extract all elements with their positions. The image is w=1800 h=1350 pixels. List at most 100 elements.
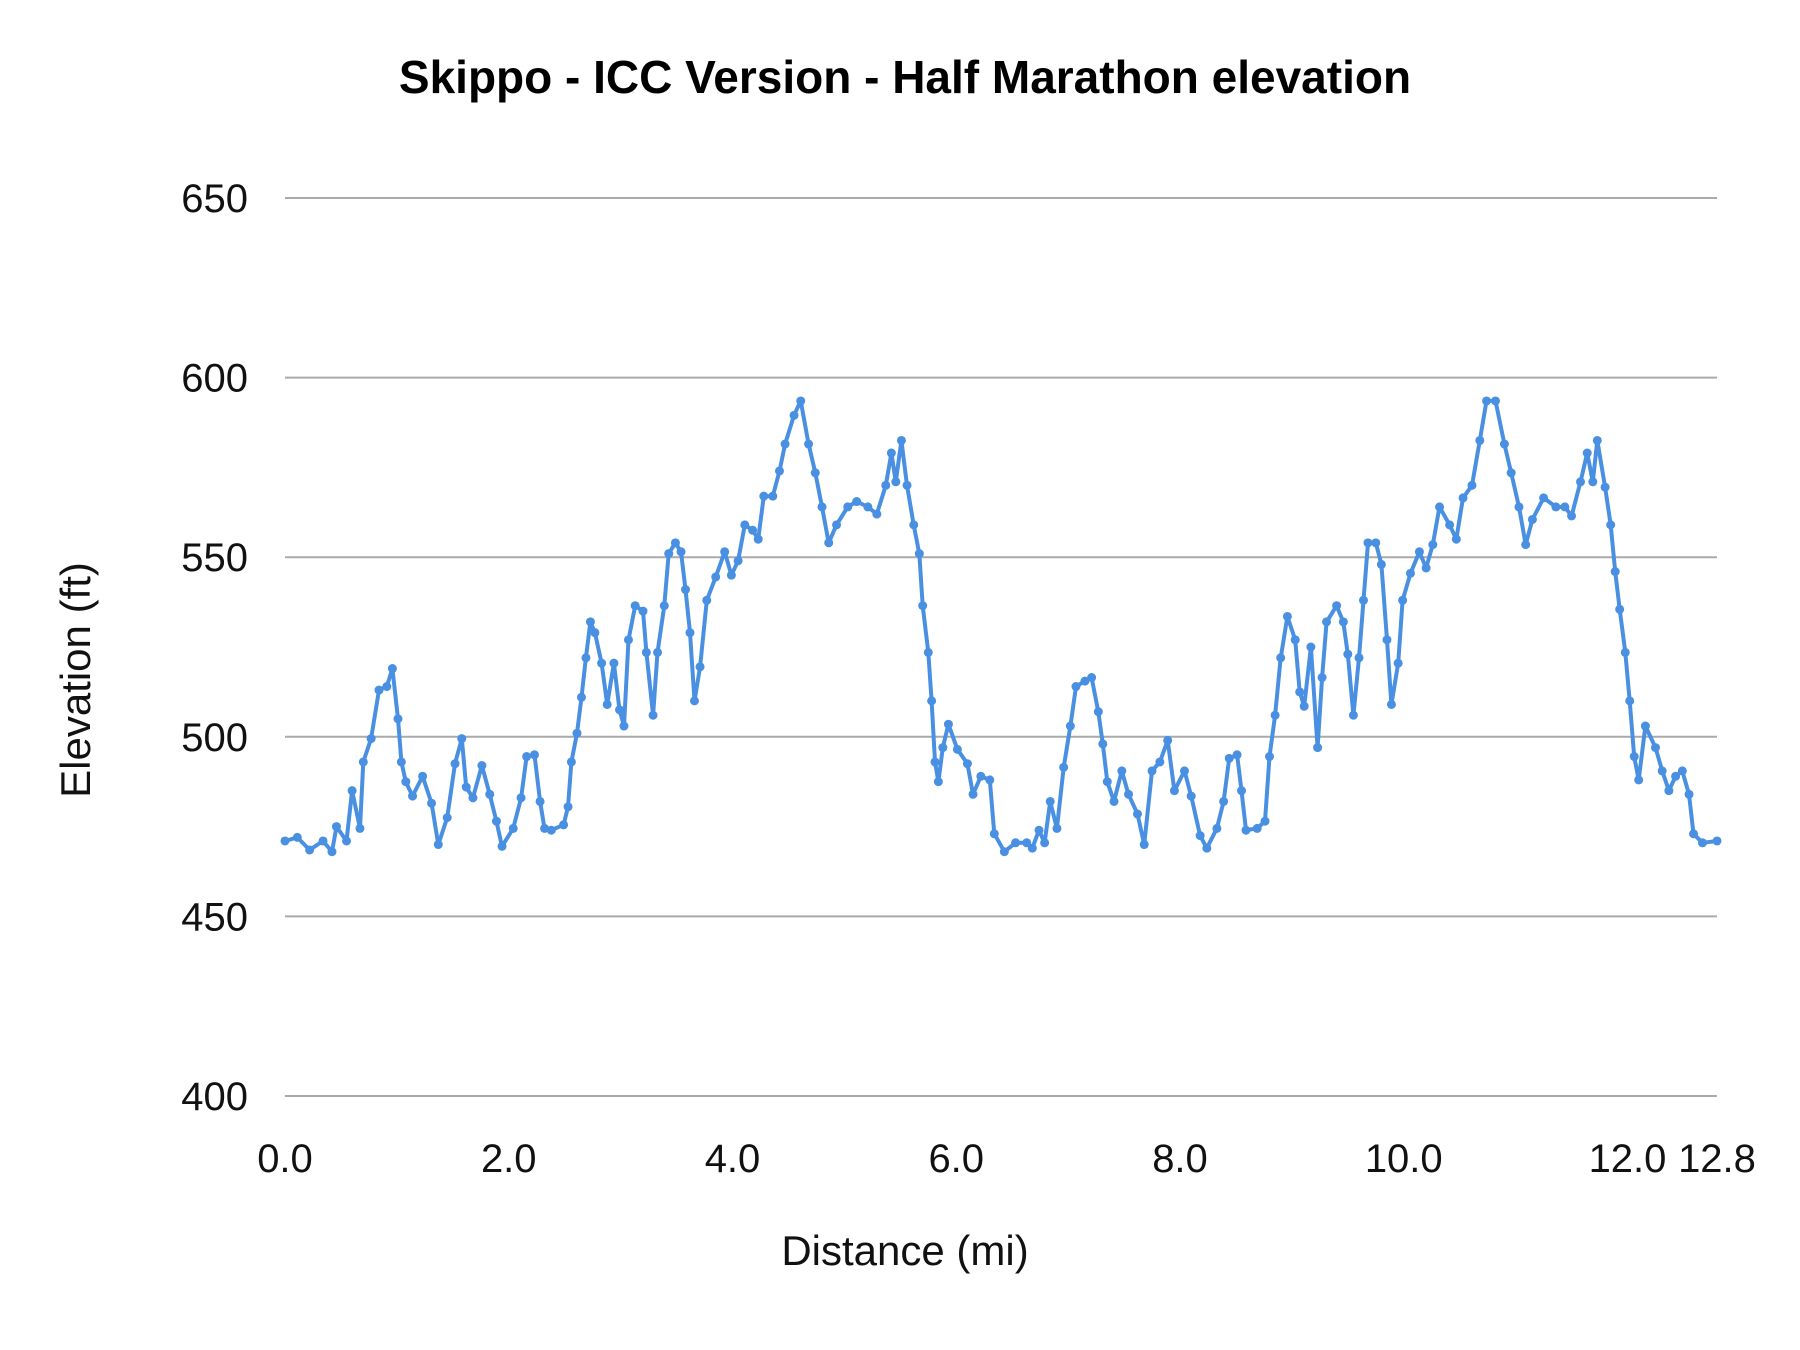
y-tick-label: 450	[181, 895, 248, 939]
data-point	[355, 823, 365, 833]
data-point	[485, 789, 495, 799]
data-point	[999, 847, 1009, 857]
data-point	[1527, 514, 1537, 524]
data-point	[615, 705, 625, 715]
data-point	[1625, 696, 1635, 706]
data-point	[535, 796, 545, 806]
data-point	[1606, 520, 1616, 530]
data-point	[1490, 396, 1500, 406]
data-point	[1265, 752, 1274, 762]
data-point	[1102, 777, 1112, 787]
data-point	[641, 647, 651, 657]
data-point	[914, 549, 924, 559]
data-point	[976, 771, 986, 781]
data-point	[585, 617, 595, 627]
data-point	[938, 743, 948, 753]
data-point	[852, 497, 862, 507]
data-point	[1011, 838, 1021, 848]
elevation-series	[280, 396, 1722, 857]
data-point	[563, 802, 573, 812]
x-tick-label: 6.0	[928, 1137, 984, 1181]
x-tick-label: 4.0	[705, 1137, 761, 1181]
data-point	[1458, 493, 1468, 503]
data-point	[366, 734, 376, 744]
data-point	[522, 752, 532, 762]
data-point	[1195, 831, 1205, 841]
data-point	[1169, 786, 1179, 796]
data-point	[1382, 635, 1392, 645]
data-point	[374, 685, 384, 695]
data-point	[702, 595, 712, 605]
data-point	[1179, 766, 1189, 776]
series-line	[284, 398, 1718, 854]
y-axis-ticks: 400 450 500 550 600 650	[181, 177, 248, 1119]
data-point	[623, 635, 633, 645]
data-point	[1539, 493, 1549, 503]
data-point	[1295, 687, 1305, 697]
data-point	[327, 847, 337, 857]
data-point	[695, 662, 705, 672]
data-point	[1615, 604, 1625, 614]
data-point	[358, 757, 368, 767]
data-point	[1567, 511, 1577, 521]
data-point	[1435, 502, 1445, 512]
data-point	[619, 721, 629, 731]
chart-title: Skippo - ICC Version - Half Marathon ele…	[399, 51, 1411, 103]
data-point	[1332, 601, 1342, 611]
data-point	[1592, 435, 1602, 445]
data-point	[726, 570, 736, 580]
data-point	[774, 466, 784, 476]
data-point	[962, 759, 972, 769]
data-point	[597, 658, 607, 668]
data-point	[891, 477, 901, 487]
data-point	[1282, 611, 1292, 621]
y-tick-label: 400	[181, 1075, 248, 1119]
data-point	[968, 789, 978, 799]
data-point	[1022, 838, 1032, 848]
data-point	[720, 547, 730, 557]
data-point	[1034, 825, 1044, 835]
y-tick-label: 550	[181, 536, 248, 580]
data-point	[881, 480, 891, 490]
data-point	[1354, 653, 1364, 663]
data-point	[1343, 649, 1353, 659]
y-tick-label: 650	[181, 177, 248, 221]
data-point	[1445, 520, 1455, 530]
data-point	[396, 757, 406, 767]
data-point	[292, 832, 302, 842]
data-point	[824, 538, 834, 548]
data-point	[1376, 559, 1386, 569]
data-point	[1634, 775, 1644, 785]
data-point	[1276, 653, 1286, 663]
data-point	[789, 410, 799, 420]
data-point	[780, 439, 790, 449]
data-point	[843, 502, 853, 512]
data-point	[457, 734, 467, 744]
data-point	[1414, 547, 1424, 557]
data-point	[1451, 534, 1461, 544]
data-point	[1045, 796, 1055, 806]
data-point	[1147, 766, 1157, 776]
data-point	[1270, 710, 1280, 720]
data-point	[516, 793, 526, 803]
data-point	[1358, 595, 1368, 605]
data-point	[1155, 757, 1165, 767]
x-tick-label: 12.8	[1678, 1137, 1756, 1181]
data-point	[952, 744, 962, 754]
data-point	[609, 658, 619, 668]
data-point	[1313, 743, 1323, 753]
data-point	[566, 757, 576, 767]
data-point	[1132, 809, 1142, 819]
data-point	[909, 520, 919, 530]
data-point	[342, 836, 352, 846]
data-point	[923, 647, 933, 657]
data-point	[442, 813, 452, 823]
data-point	[1224, 753, 1234, 763]
data-point	[1671, 771, 1681, 781]
data-point	[759, 491, 769, 501]
data-point	[1506, 468, 1516, 478]
data-point	[1405, 568, 1415, 578]
data-point	[1237, 786, 1247, 796]
data-point	[491, 816, 501, 826]
gridlines	[285, 197, 1717, 1097]
